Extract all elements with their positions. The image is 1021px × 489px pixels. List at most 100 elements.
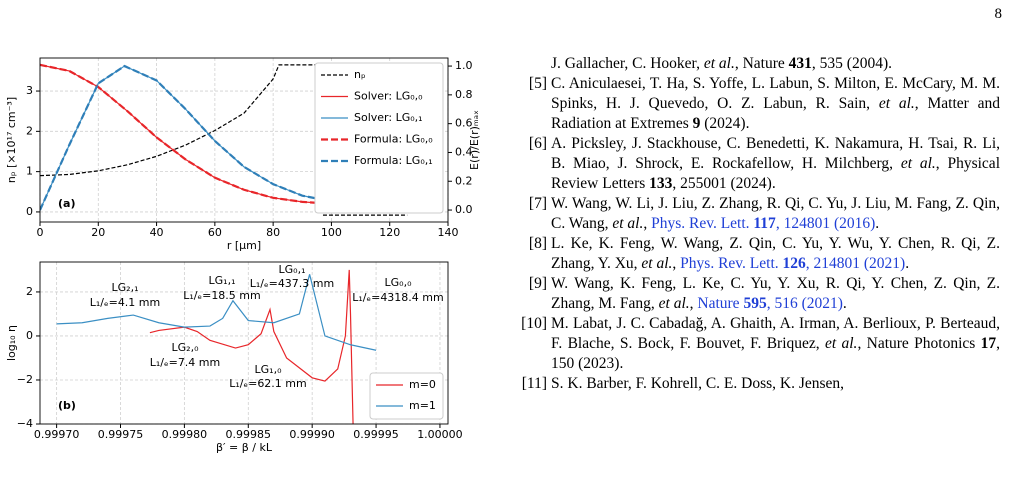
reference-text: . — [842, 295, 847, 312]
reference-text: W. Wang, K. Feng, L. Ke, C. Yu, Y. Xu, R… — [551, 275, 1000, 312]
x-tick-label: 0.99990 — [289, 428, 335, 441]
legend-label: Solver: LG₀,₀ — [354, 90, 423, 103]
y-tick-label: 3 — [26, 84, 33, 97]
annotation: LG₁,₀ — [255, 363, 283, 376]
annotation: L₁/ₑ=437.3 mm — [250, 277, 334, 290]
x-tick-label: 0.99975 — [98, 428, 144, 441]
reference-text: , — [689, 295, 698, 312]
y2-tick-label: 0.0 — [455, 203, 473, 216]
reference-text: 133 — [649, 175, 673, 192]
legend-label: Formula: LG₀,₁ — [354, 154, 433, 167]
y-axis-label: nₚ [×10¹⁷ cm⁻³] — [5, 97, 18, 183]
reference-text: , 255001 (2024). — [672, 175, 776, 192]
reference-text: J. Gallacher, C. Hooker, — [551, 55, 704, 72]
reference-text: et al. — [703, 55, 735, 72]
y2-tick-label: 0.8 — [455, 88, 473, 101]
reference-text: , Nature — [734, 55, 789, 72]
legend-label: m=0 — [409, 378, 436, 391]
reference-text: , Matter and Radiation at Extremes — [551, 95, 1000, 132]
reference-text: et al. — [641, 255, 673, 272]
y-tick-label: 2 — [26, 124, 33, 137]
y2-tick-label: 0.6 — [455, 117, 473, 130]
y2-tick-label: 0.4 — [455, 145, 473, 158]
reference: [10] M. Labat, J. C. Cabadağ, A. Ghaith, … — [521, 314, 1000, 374]
panel-label: (b) — [58, 399, 76, 412]
axes-frame — [39, 57, 449, 223]
x-tick-label: 0.99980 — [162, 428, 208, 441]
reference-text: A. Picksley, J. Stackhouse, C. Benedetti… — [551, 135, 1000, 172]
reference-text: et al. — [878, 95, 915, 112]
reference-text: (2024). — [700, 115, 750, 132]
reference-link[interactable]: , 124801 (2016) — [775, 215, 876, 232]
x-axis-label: r [µm] — [227, 239, 261, 252]
reference-text: et al. — [900, 155, 936, 172]
reference-text: W. Wang, W. Li, J. Liu, Z. Zhang, R. Qi,… — [551, 195, 1000, 232]
y-tick-label: 1 — [26, 165, 33, 178]
reference-link[interactable]: , 214801 (2021) — [805, 255, 906, 272]
legend-label: Solver: LG₀,₁ — [354, 111, 423, 124]
annotation: L₁/ₑ=62.1 mm — [229, 377, 306, 390]
reference-text: 17 — [980, 335, 997, 352]
x-tick-label: 60 — [208, 226, 222, 239]
reference: [8] L. Ke, K. Feng, W. Wang, Z. Qin, C. Y… — [527, 234, 1000, 274]
y-tick-label: 0 — [26, 329, 33, 342]
reference-link[interactable]: 126 — [782, 255, 806, 272]
references: J. Gallacher, C. Hooker, et al., Nature … — [521, 54, 1000, 394]
annotation: LG₂,₁ — [112, 281, 139, 294]
x-tick-label: 0.99970 — [34, 428, 80, 441]
y-tick-label: −2 — [17, 373, 33, 386]
legend-box — [314, 62, 444, 214]
reference: [9] W. Wang, K. Feng, L. Ke, C. Yu, Y. Xu… — [527, 274, 1000, 314]
reference-link[interactable]: 595 — [743, 295, 767, 312]
legend-label: m=1 — [409, 399, 436, 412]
reference-text: . — [875, 215, 880, 232]
reference: J. Gallacher, C. Hooker, et al., Nature … — [527, 54, 1000, 74]
reference-text: , — [672, 255, 681, 272]
reference-link[interactable]: Nature — [697, 295, 744, 312]
reference-text: et al. — [612, 215, 644, 232]
x-tick-label: 80 — [266, 226, 280, 239]
annotation: L₁/ₑ=18.5 mm — [183, 289, 260, 302]
y-tick-label: −4 — [17, 417, 33, 430]
axes-frame — [39, 261, 449, 425]
annotation: LG₁,₁ — [209, 274, 236, 287]
reference-text: , 150 (2023). — [551, 335, 1000, 372]
x-tick-label: 100 — [321, 226, 342, 239]
reference-text: , — [643, 215, 652, 232]
x-tick-label: 0.99985 — [226, 428, 272, 441]
panel-label: (a) — [58, 197, 75, 210]
reference-text: et al. — [824, 335, 858, 352]
reference: [5] C. Aniculaesei, T. Ha, S. Yoffe, L. L… — [527, 74, 1000, 134]
y2-tick-label: 0.2 — [455, 174, 473, 187]
annotation: LG₂,₀ — [172, 341, 200, 354]
page-number: 8 — [994, 6, 1003, 22]
y2-tick-label: 1.0 — [455, 59, 473, 72]
reference-text: , 535 (2004). — [811, 55, 892, 72]
series-line — [56, 274, 377, 351]
reference-link[interactable]: , 516 (2021) — [766, 295, 843, 312]
reference: [11] S. K. Barber, F. Kohrell, C. E. Doss… — [522, 374, 1000, 394]
reference-text: , Nature Photonics — [857, 335, 981, 352]
x-tick-label: 40 — [150, 226, 164, 239]
reference: [7] W. Wang, W. Li, J. Liu, Z. Zhang, R. … — [527, 194, 1000, 234]
reference-text: 9 — [692, 115, 701, 132]
annotation: L₁/ₑ=4318.4 mm — [352, 291, 443, 304]
reference-number: [5] — [528, 75, 547, 92]
reference-text: C. Aniculaesei, T. Ha, S. Yoffe, L. Labu… — [551, 75, 1000, 112]
reference-text: S. K. Barber, F. Kohrell, C. E. Doss, K.… — [551, 375, 845, 392]
legend-label: nₚ — [354, 68, 366, 81]
reference-number: [9] — [528, 275, 547, 292]
x-tick-label: 140 — [438, 226, 459, 239]
x-tick-label: 0.99995 — [353, 428, 399, 441]
reference-link[interactable]: 117 — [753, 215, 776, 232]
reference-link[interactable]: Phys. Rev. Lett. — [680, 255, 783, 272]
annotation: L₁/ₑ=7.4 mm — [150, 356, 220, 369]
reference-link[interactable]: Phys. Rev. Lett. — [651, 215, 754, 232]
x-axis-label: β′ = β / kL — [216, 441, 273, 454]
x-tick-label: 120 — [379, 226, 400, 239]
figure: 0 20 40 60 80 100 120 14001230.00.20.40.60.81.0… — [5, 57, 481, 454]
y-tick-label: 0 — [26, 205, 33, 218]
legend-label: Formula: LG₀,₀ — [354, 133, 433, 146]
reference-number: [10] — [521, 315, 547, 332]
